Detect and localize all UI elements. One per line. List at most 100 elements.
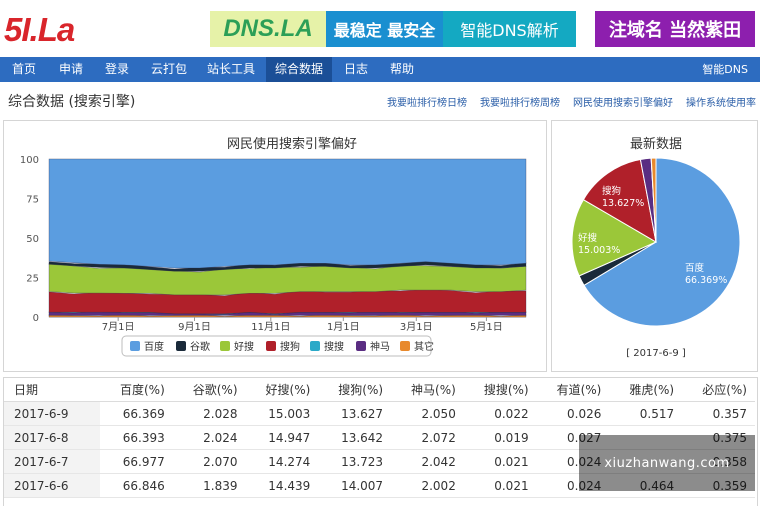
table-cell: 0.027 xyxy=(536,425,610,450)
area-series-sogou xyxy=(48,288,527,315)
y-tick-label: 75 xyxy=(26,195,39,206)
legend-swatch-sogou xyxy=(266,341,276,351)
legend-swatch-haosou xyxy=(220,341,230,351)
data-table-panel: 日期 百度(%) 谷歌(%) 好搜(%) 搜狗(%) 神马(%) 搜搜(%) 有… xyxy=(3,377,758,506)
table-cell: 15.003 xyxy=(245,401,319,426)
table-cell: 14.007 xyxy=(318,473,392,498)
dns-ad-banner[interactable]: DNS.LA 最稳定 最安全 智能DNS解析 xyxy=(210,11,576,47)
table-cell: 2017-6-9 xyxy=(4,401,100,426)
col-header-haosou: 好搜(%) xyxy=(245,378,319,402)
col-header-google: 谷歌(%) xyxy=(172,378,246,402)
area-series-baidu xyxy=(48,158,527,269)
table-cell: 0.359 xyxy=(682,473,755,498)
top-banner: 5I.La DNS.LA 最稳定 最安全 智能DNS解析 注域名 当然紫田 xyxy=(0,0,760,57)
col-header-bing: 必应(%) xyxy=(682,378,755,402)
pie-slice-haosou[interactable] xyxy=(571,199,658,277)
table-cell xyxy=(609,425,683,450)
legend-swatch-other xyxy=(400,341,410,351)
table-cell: 2.072 xyxy=(391,425,464,450)
nav-item-webmaster-tools[interactable]: 站长工具 xyxy=(206,62,255,76)
col-header-shenma: 神马(%) xyxy=(391,378,464,402)
table-cell: 0.358 xyxy=(682,449,755,474)
table-cell: 2.024 xyxy=(172,425,246,450)
watermark: xiuzhanwang.com xyxy=(579,435,755,491)
legend-swatch-baidu xyxy=(130,341,140,351)
nav-item-home[interactable]: 首页 xyxy=(11,62,36,76)
table-cell: 66.846 xyxy=(100,473,173,498)
pie-label-name-baidu: 百度 xyxy=(685,262,705,274)
table-cell: 2.050 xyxy=(391,401,464,426)
site-logo[interactable]: 5I.La xyxy=(4,11,75,48)
table-row: 2017-6-7 66.977 2.070 14.274 13.723 2.04… xyxy=(4,449,755,474)
legend-box xyxy=(121,335,432,357)
x-tick-label: 9月1日 xyxy=(178,321,211,333)
table-cell: 2017-6-7 xyxy=(4,449,100,474)
table-cell: 13.723 xyxy=(318,449,392,474)
pie-label-value-sogou: 13.627% xyxy=(602,198,644,209)
nav-item-overall-data[interactable]: 综合数据 xyxy=(266,57,332,82)
link-daily-ranking[interactable]: 我要啦排行榜日榜 xyxy=(387,98,467,109)
table-cell: 0.026 xyxy=(536,401,610,426)
table-cell: 14.439 xyxy=(245,473,319,498)
legend-label-haosou[interactable]: 好搜 xyxy=(234,340,254,353)
pie-date-label: [ 2017-6-9 ] xyxy=(626,348,686,359)
area-chart-title: 网民使用搜索引擎偏好 xyxy=(227,136,357,152)
nav-smart-dns-link[interactable]: 智能DNS xyxy=(702,63,748,76)
y-tick-label: 50 xyxy=(26,234,39,245)
data-table: 日期 百度(%) 谷歌(%) 好搜(%) 搜狗(%) 神马(%) 搜搜(%) 有… xyxy=(4,378,755,498)
table-cell: 0.021 xyxy=(463,473,537,498)
table-cell: 2.028 xyxy=(172,401,246,426)
link-weekly-ranking[interactable]: 我要啦排行榜周榜 xyxy=(480,98,560,109)
x-tick-label: 11月1日 xyxy=(251,321,290,333)
area-chart: 网民使用搜索引擎偏好 0 25 50 75 100 7月1日 9月1日 11月1日 1月1日 3… xyxy=(20,136,527,357)
legend-label-shenma[interactable]: 神马 xyxy=(370,340,390,353)
legend-swatch-google xyxy=(176,341,186,351)
legend-label-soso[interactable]: 搜搜 xyxy=(324,340,344,353)
table-cell: 0.024 xyxy=(536,449,610,474)
col-header-youdao: 有道(%) xyxy=(536,378,610,402)
domain-ad-banner[interactable]: 注域名 当然紫田 xyxy=(595,11,755,47)
pie-label-name-haosou: 好搜 xyxy=(578,232,598,244)
nav-item-log[interactable]: 日志 xyxy=(343,62,368,76)
table-cell: 1.839 xyxy=(172,473,246,498)
legend-label-sogou[interactable]: 搜狗 xyxy=(280,340,300,353)
table-cell: 2.070 xyxy=(172,449,246,474)
col-header-date: 日期 xyxy=(4,378,100,402)
x-tick-label: 5月1日 xyxy=(470,321,503,333)
link-search-preference[interactable]: 网民使用搜索引擎偏好 xyxy=(573,98,673,109)
legend-label-baidu[interactable]: 百度 xyxy=(144,340,164,353)
legend-swatch-soso xyxy=(310,341,320,351)
table-cell: 14.274 xyxy=(245,449,319,474)
area-chart-y-axis: 0 25 50 75 100 xyxy=(20,155,39,324)
area-chart-panel: 网民使用搜索引擎偏好 0 25 50 75 100 7月1日 9月1日 11月1日 1月1日 3… xyxy=(3,120,547,372)
table-cell: 2.042 xyxy=(391,449,464,474)
dns-ad-slogan: 最稳定 最安全 xyxy=(326,11,443,47)
dns-ad-tagline: 智能DNS解析 xyxy=(443,11,576,47)
nav-item-help[interactable]: 帮助 xyxy=(389,62,414,76)
nav-item-login[interactable]: 登录 xyxy=(104,62,129,76)
legend-label-other[interactable]: 其它 xyxy=(414,340,434,353)
table-cell: 2017-6-6 xyxy=(4,473,100,498)
area-chart-legend: 百度 谷歌 好搜 搜狗 搜搜 神马 其它 xyxy=(121,335,434,357)
table-row: 2017-6-6 66.846 1.839 14.439 14.007 2.00… xyxy=(4,473,755,498)
top-links: 我要啦排行榜日榜 我要啦排行榜周榜 网民使用搜索引擎偏好 操作系统使用率 xyxy=(387,94,756,109)
dns-ad-brand: DNS.LA xyxy=(210,11,326,47)
nav-item-apply[interactable]: 申请 xyxy=(58,62,83,76)
pie-chart-title: 最新数据 xyxy=(630,136,682,152)
pie-slice-baidu[interactable] xyxy=(583,157,741,327)
page-title: 综合数据 (搜索引擎) xyxy=(8,94,136,110)
nav-item-cloud-pack[interactable]: 云打包 xyxy=(150,62,187,76)
legend-label-google[interactable]: 谷歌 xyxy=(190,340,210,353)
pie-slice-sogou[interactable] xyxy=(582,158,657,243)
y-tick-label: 25 xyxy=(26,274,39,285)
table-cell: 0.024 xyxy=(536,473,610,498)
table-cell: 14.947 xyxy=(245,425,319,450)
pie-label-name-sogou: 搜狗 xyxy=(602,185,621,197)
table-cell: 0.021 xyxy=(463,449,537,474)
link-os-usage[interactable]: 操作系统使用率 xyxy=(686,98,756,109)
table-cell: 0.022 xyxy=(463,401,537,426)
pie-slice-other[interactable] xyxy=(650,157,657,243)
legend-swatch-shenma xyxy=(356,341,366,351)
